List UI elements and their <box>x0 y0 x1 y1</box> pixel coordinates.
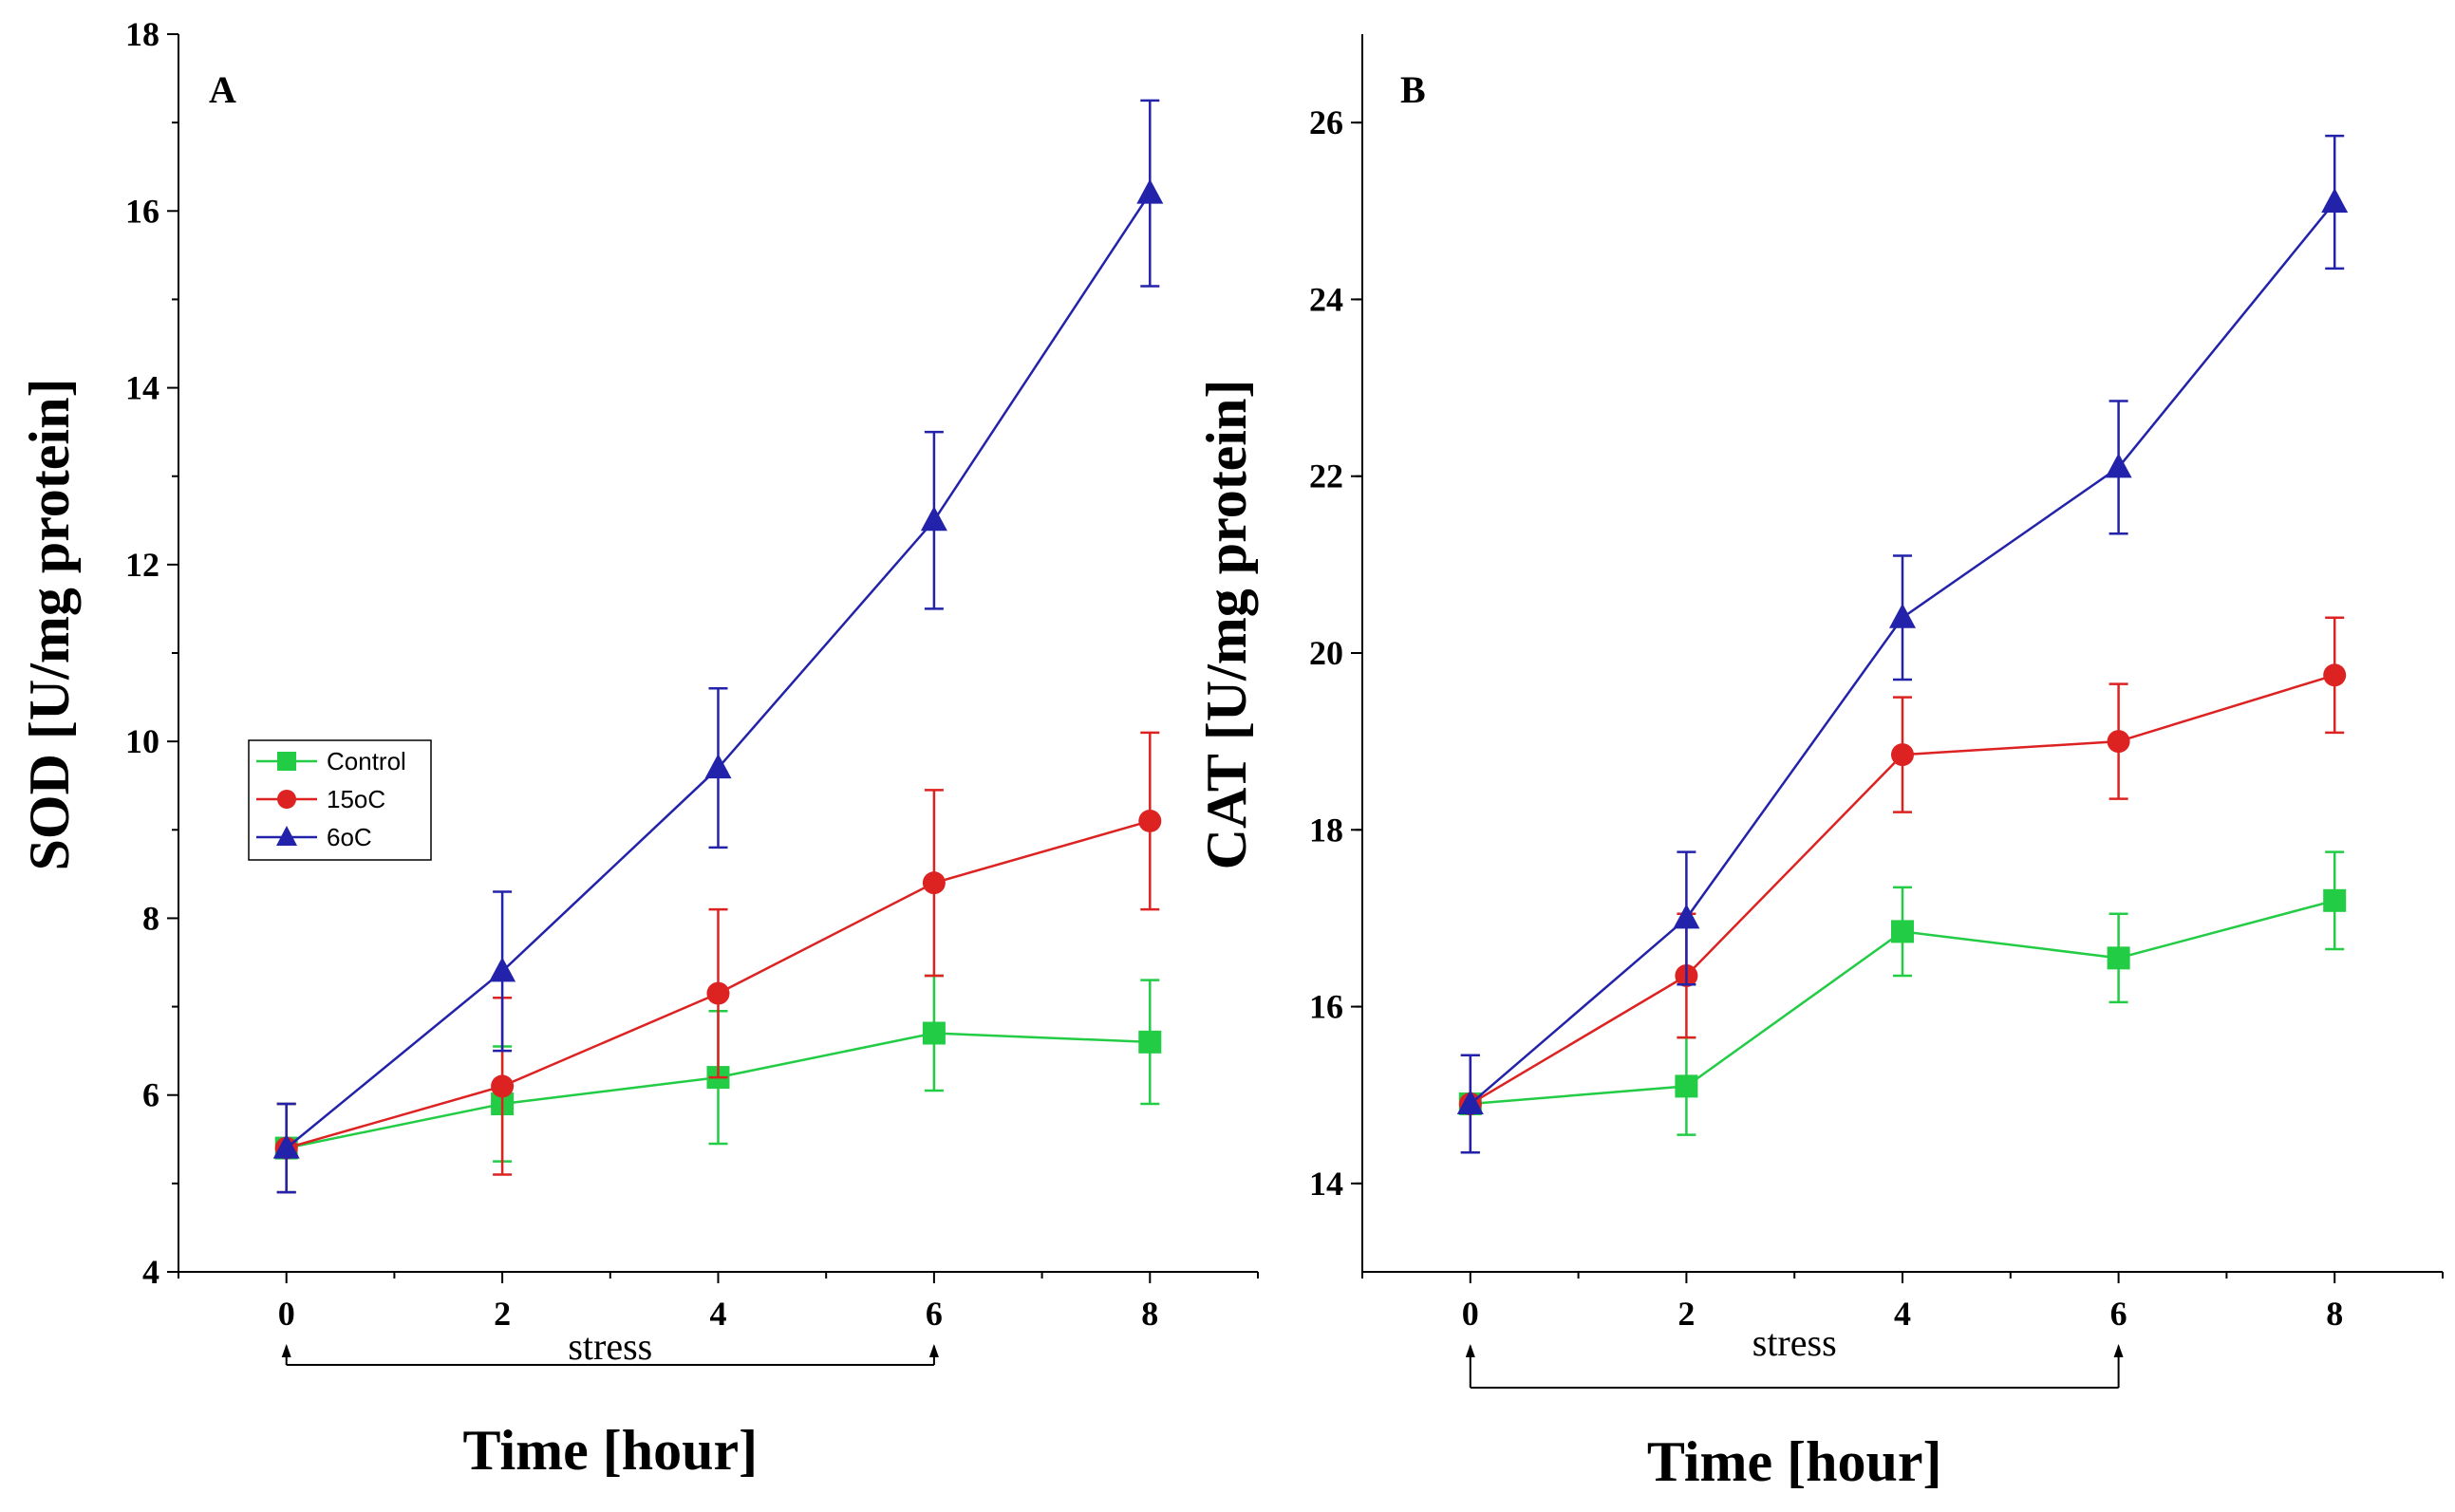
panel-a-point-6oc <box>704 754 732 779</box>
legend-label-15oc: 15oC <box>327 785 385 813</box>
legend-marker-6oc <box>276 826 297 846</box>
panel-a-y-tick-label: 18 <box>125 15 159 53</box>
panel-b-point-15oc <box>2107 730 2130 754</box>
panel-b-stress-arrowhead <box>1465 1344 1475 1357</box>
panel-a-y-tick-label: 6 <box>142 1076 159 1114</box>
panel-a-y-tick-label: 12 <box>125 546 159 584</box>
panel-b-point-15oc <box>2323 663 2347 687</box>
panel-b-label: B <box>1400 68 1426 111</box>
panel-a-x-axis-title: Time [hour] <box>463 1419 759 1482</box>
panel-a-point-15oc <box>706 981 730 1005</box>
panel-a-point-6oc <box>1136 178 1164 204</box>
panel-a-point-6oc <box>272 1133 300 1159</box>
panel-a-y-tick-label: 8 <box>142 899 159 937</box>
panel-b-y-tick-label: 16 <box>1309 988 1343 1026</box>
panel-a-point-15oc <box>491 1074 515 1098</box>
panel-a-y-tick-label: 14 <box>125 369 159 407</box>
panel-b-point-control <box>2107 946 2130 970</box>
panel-b-x-axis-title: Time [hour] <box>1647 1430 1942 1493</box>
panel-a-point-15oc <box>922 871 946 895</box>
panel-b-y-tick-label: 14 <box>1309 1165 1343 1203</box>
panel-b-y-tick-label: 20 <box>1309 634 1343 672</box>
legend-marker-control <box>277 752 296 771</box>
panel-b-point-6oc <box>1456 1090 1484 1115</box>
panel-a-stress-arrowhead <box>281 1344 291 1357</box>
panel-b-stress-label: stress <box>1752 1321 1837 1364</box>
panel-b-x-tick-label: 4 <box>1894 1295 1911 1333</box>
panel-b-point-6oc <box>1889 603 1916 628</box>
legend-label-control: Control <box>327 747 406 775</box>
panel-b-y-tick-label: 24 <box>1309 280 1343 318</box>
panel-a-stress-label: stress <box>568 1325 652 1368</box>
panel-b-y-tick-label: 18 <box>1309 811 1343 849</box>
panel-a-point-control <box>922 1021 946 1045</box>
panel-a-point-15oc <box>1138 809 1162 832</box>
panel-a-y-tick-label: 10 <box>125 722 159 760</box>
panel-b-stress-arrowhead <box>2113 1344 2124 1357</box>
panel-b-point-control <box>1891 920 1914 943</box>
panel-a-x-tick-label: 8 <box>1141 1295 1158 1333</box>
legend-label-6oc: 6oC <box>327 823 372 851</box>
panel-a-x-tick-label: 0 <box>278 1295 295 1333</box>
panel-b-y-axis-title: CAT [U/mg protein] <box>1195 380 1258 870</box>
panel-a-x-tick-label: 2 <box>494 1295 511 1333</box>
panel-a-y-tick-label: 16 <box>125 192 159 230</box>
panel-a-y-tick-label: 4 <box>142 1253 159 1291</box>
panel-a-point-6oc <box>920 506 947 532</box>
panel-a-y-axis-title: SOD [U/mg protein] <box>18 379 81 871</box>
panel-a-x-tick-label: 4 <box>710 1295 727 1333</box>
panel-b-point-control <box>1675 1074 1698 1098</box>
panel-b-point-15oc <box>1891 743 1914 767</box>
panel-a-sod-chart: 4 6 8 10 12 14 16 18 0 2 4 6 8 SOD [U/mg protein] Time… <box>18 15 1259 1482</box>
legend-marker-15oc <box>277 790 296 809</box>
panel-b-x-tick-label: 8 <box>2326 1295 2343 1333</box>
panel-b-point-6oc <box>2105 453 2132 478</box>
panel-b-point-6oc <box>2321 187 2349 213</box>
panel-b-point-control <box>2323 888 2347 912</box>
panel-a-label: A <box>209 68 236 111</box>
panel-b-x-tick-label: 0 <box>1462 1295 1479 1333</box>
panel-b-y-tick-label: 22 <box>1309 457 1343 495</box>
panel-a-point-control <box>1138 1030 1162 1054</box>
panel-b-y-tick-label: 26 <box>1309 103 1343 141</box>
panel-a-x-tick-label: 6 <box>926 1295 943 1333</box>
panel-b-x-tick-label: 6 <box>2110 1295 2127 1333</box>
panel-b-x-tick-label: 2 <box>1677 1295 1695 1333</box>
panel-b-point-6oc <box>1673 904 1700 929</box>
panel-a-stress-arrowhead <box>928 1344 939 1357</box>
panel-a-point-6oc <box>489 957 516 982</box>
